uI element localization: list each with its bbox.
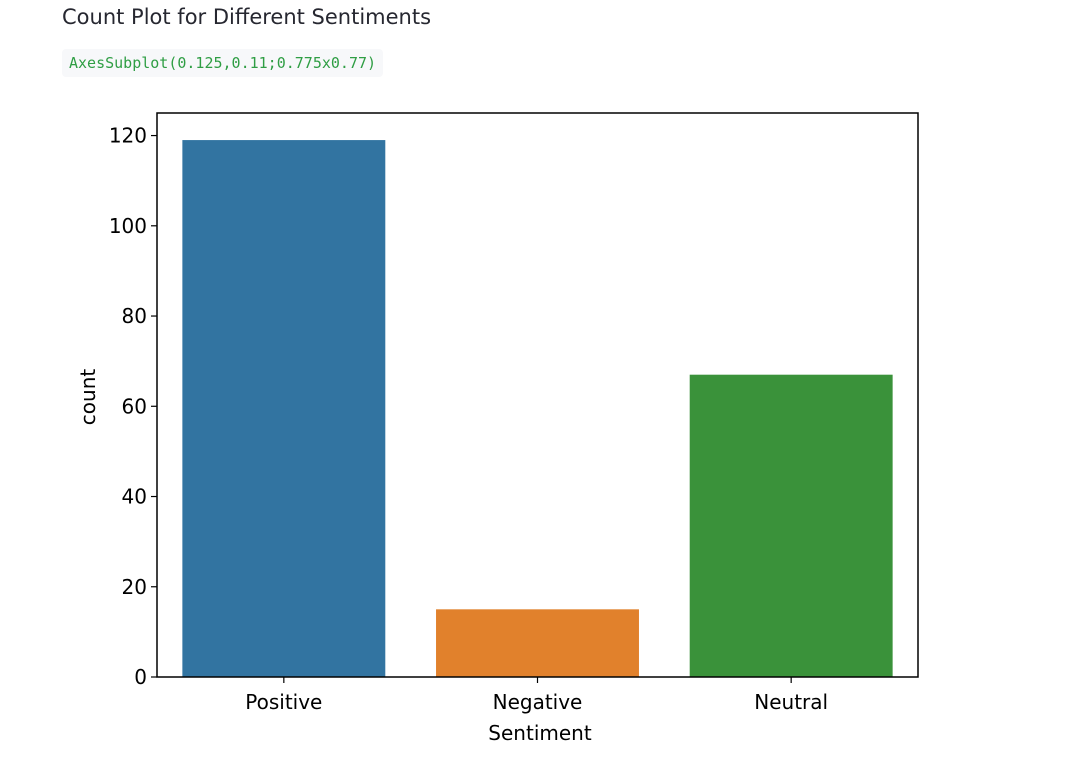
y-tick-label: 80 xyxy=(122,304,147,328)
x-tick-label: Negative xyxy=(493,690,583,714)
bar-negative xyxy=(436,609,639,677)
x-axis-label: Sentiment xyxy=(488,721,592,745)
y-tick-label: 0 xyxy=(134,665,147,689)
x-tick-label: Neutral xyxy=(754,690,828,714)
bar-neutral xyxy=(689,374,893,677)
bars-layer xyxy=(182,140,893,677)
y-tick-label: 40 xyxy=(122,485,147,509)
y-tick-label: 20 xyxy=(122,575,147,599)
x-ticks-layer: Positive Negative Neutral xyxy=(245,677,828,714)
page-title: Count Plot for Different Sentiments xyxy=(62,5,432,29)
y-ticks-layer: 0 20 40 60 80 100 120 xyxy=(109,124,157,689)
y-tick-label: 100 xyxy=(109,214,147,238)
code-output: AxesSubplot(0.125,0.11;0.775x0.77) xyxy=(62,49,384,77)
y-axis-label: count xyxy=(76,369,100,426)
y-tick-label: 120 xyxy=(109,124,147,148)
x-tick-label: Positive xyxy=(245,690,322,714)
y-tick-label: 60 xyxy=(122,394,147,418)
bar-positive xyxy=(182,140,386,677)
